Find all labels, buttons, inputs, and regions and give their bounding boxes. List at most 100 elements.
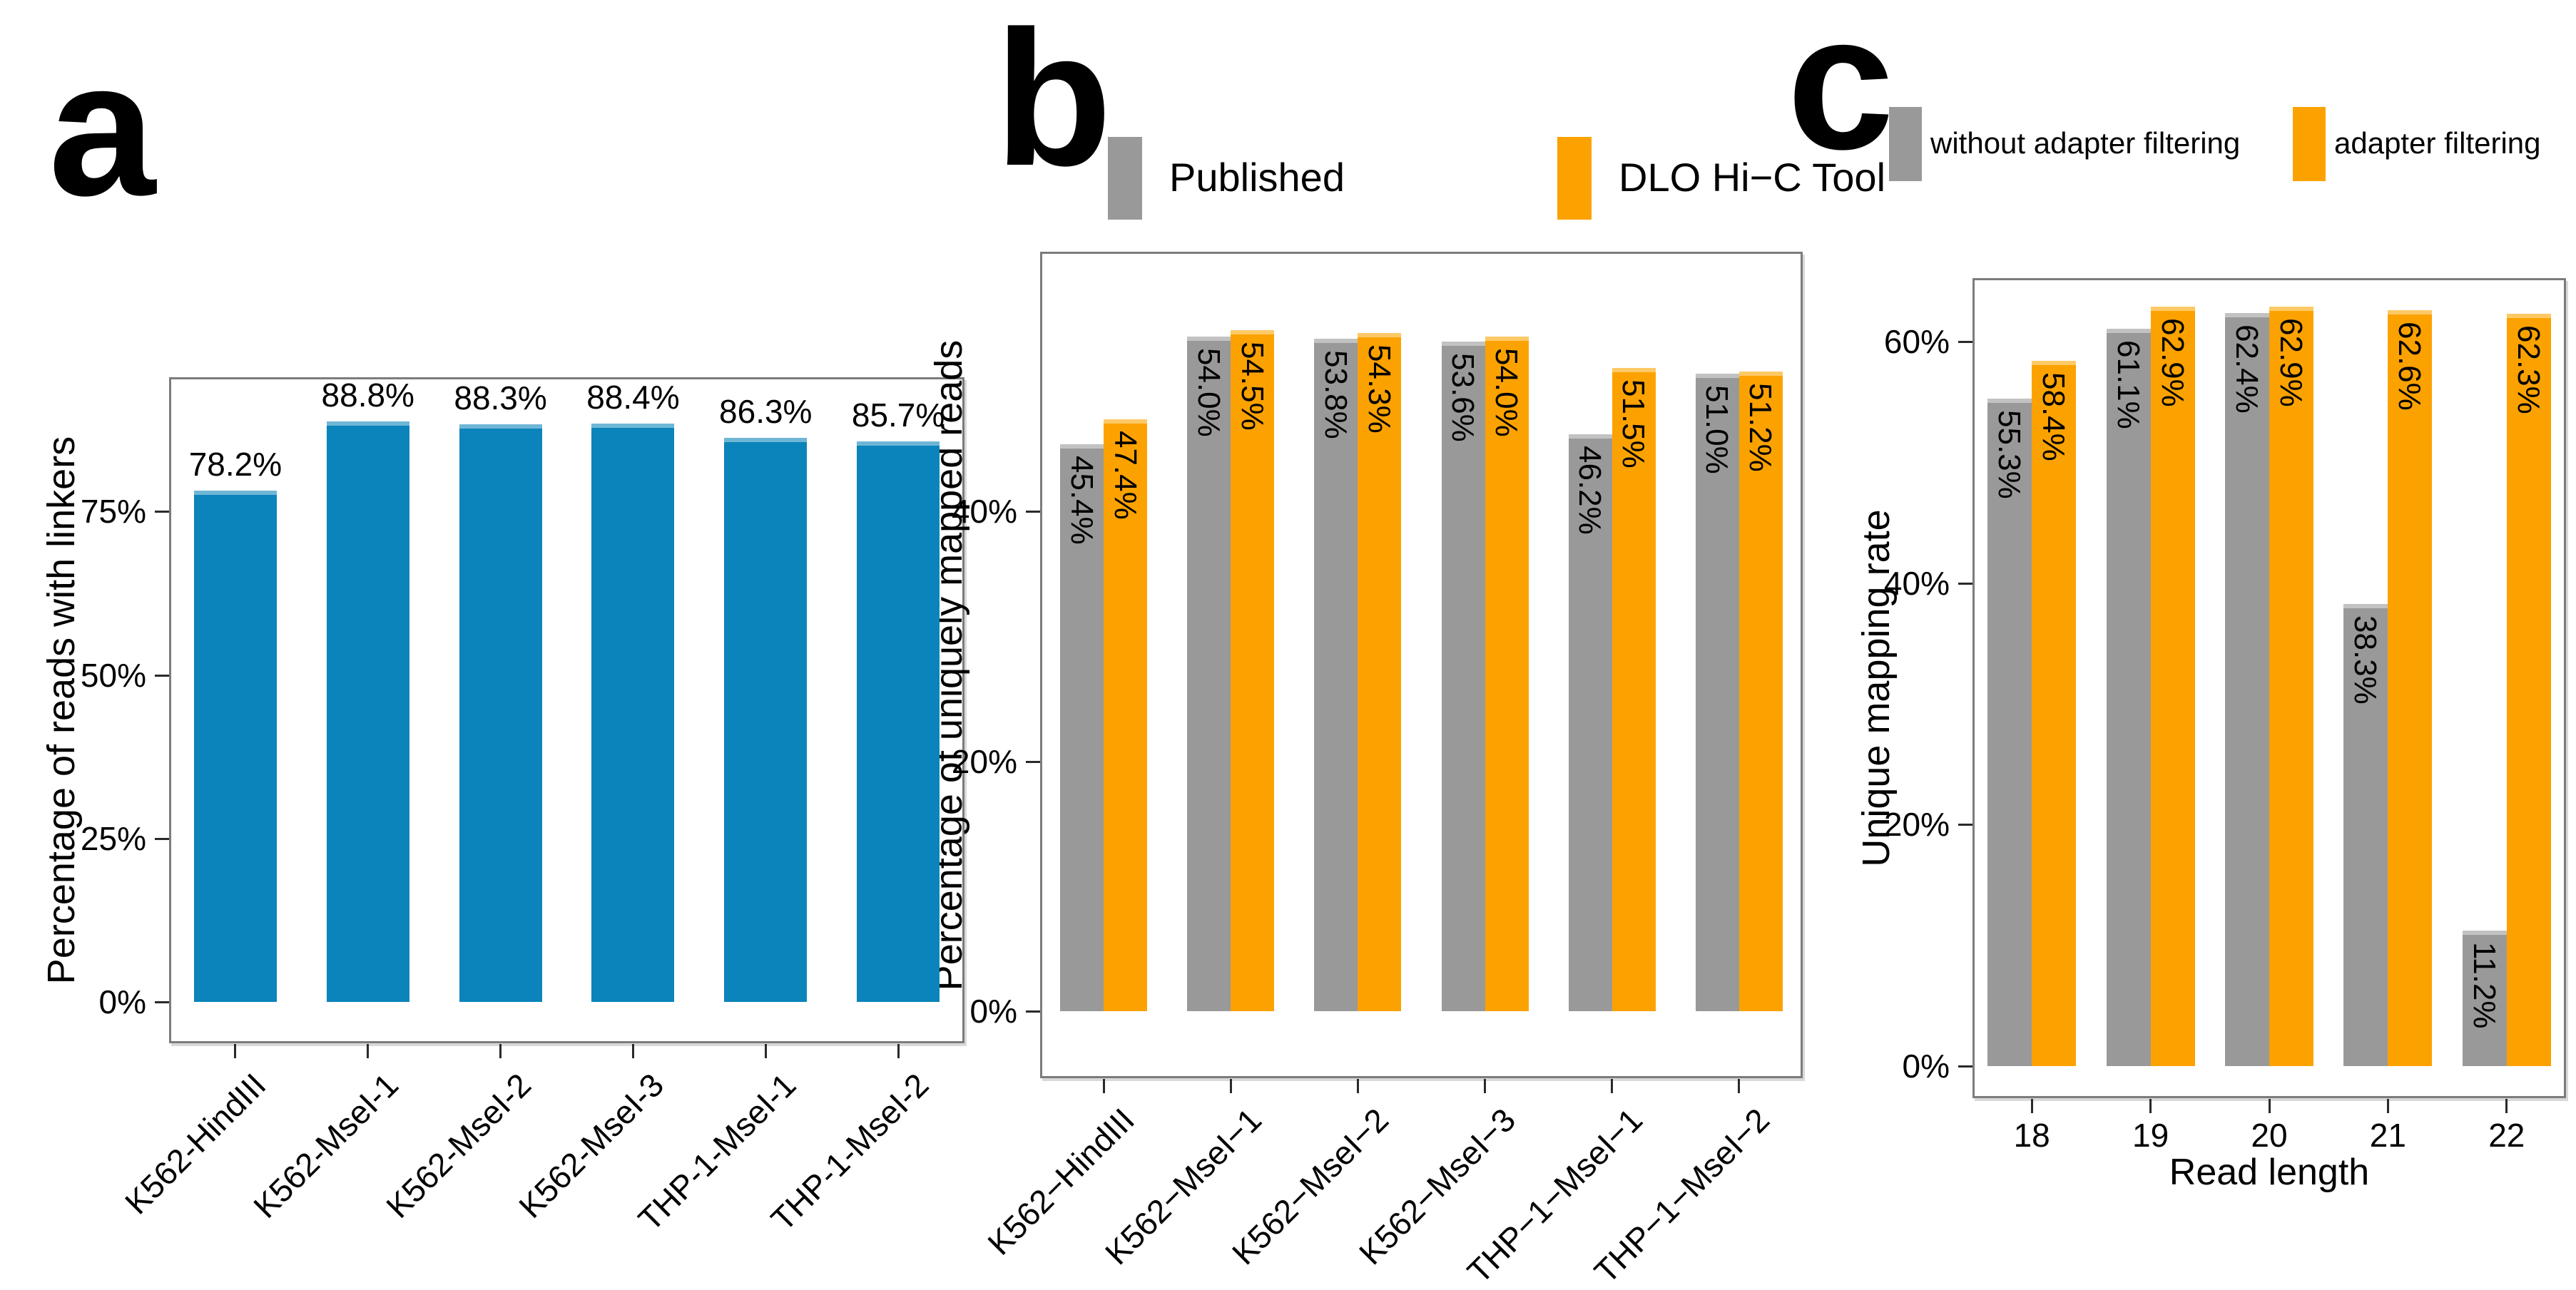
panel-b-value-label-THP−1−MseI−1-DLO Hi−C Tool: 51.5% (1616, 379, 1651, 469)
panel-c-x-tick-label-22: 22 (2488, 1117, 2525, 1154)
figure: a Percentage of reads with linkers b Per… (40, 0, 2566, 1290)
panel-c-value-label-22-without adapter filtering: 11.2% (2466, 942, 2502, 1029)
panel-c-x-tick-20 (2268, 1099, 2271, 1113)
panel-b-value-label-K562−MseI−3-DLO Hi−C Tool: 54.0% (1489, 347, 1524, 437)
panel-c-x-tick-label-21: 21 (2369, 1117, 2406, 1154)
panel-c-bar-22-adapter filtering (2506, 314, 2551, 1066)
panel-c-y-tick-40% (1958, 582, 1972, 585)
panel-a-plot-area (169, 377, 964, 1043)
panel-c-y-axis-title: Unique mapping rate (1855, 509, 1898, 867)
panel-b-y-tick-label-40%: 40% (951, 493, 1017, 531)
panel-b-x-tick-K562−MseI−3 (1484, 1079, 1487, 1093)
panel-b-value-label-THP−1−MseI−2-Published: 51.0% (1699, 385, 1735, 475)
panel-b-y-tick-label-20%: 20% (951, 742, 1017, 780)
panel-b-value-label-K562−MseI−1-DLO Hi−C Tool: 54.5% (1234, 342, 1270, 431)
panel-c-value-label-18-without adapter filtering: 55.3% (1992, 409, 2027, 499)
panel-a-y-tick-75% (155, 511, 169, 513)
panel-a-y-tick-label-50%: 50% (80, 656, 146, 694)
panel-b-legend-label-DLO Hi−C Tool: DLO Hi−C Tool (1619, 155, 1886, 200)
panel-c-legend-swatch-without adapter filtering (1889, 107, 1922, 181)
panel-b-x-tick-K562−HindIII (1102, 1079, 1105, 1093)
panel-c-y-tick-label-60%: 60% (1883, 323, 1950, 361)
panel-a-bar-THP-1-MseI-2 (857, 441, 940, 1002)
panel-a-y-tick-50% (155, 674, 169, 677)
panel-c-bar-18-without adapter filtering (1987, 398, 2032, 1066)
panel-a-value-label-THP-1-MseI-2: 85.7% (851, 396, 945, 434)
panel-c-value-label-19-without adapter filtering: 61.1% (2110, 339, 2146, 429)
panel-a-bar-K562-MseI-1 (326, 421, 409, 1002)
panel-c-value-label-22-adapter filtering: 62.3% (2510, 325, 2546, 415)
panel-c-bar-21-without adapter filtering (2343, 603, 2388, 1066)
panel-a-bar-THP-1-MseI-1 (724, 437, 808, 1002)
panel-b-legend-swatch-Published (1108, 137, 1142, 220)
panel-c-value-label-20-without adapter filtering: 62.4% (2229, 324, 2264, 414)
panel-a-y-tick-label-0%: 0% (98, 983, 146, 1020)
panel-c-value-label-21-without adapter filtering: 38.3% (2348, 615, 2383, 705)
panel-b-value-label-K562−MseI−3-Published: 53.6% (1445, 352, 1481, 442)
panel-b-bar-K562−MseI−2-Published (1314, 339, 1358, 1011)
panel-a-bar-K562-MseI-2 (459, 424, 542, 1002)
panel-b-bar-THP−1−MseI−2-Published (1695, 374, 1739, 1011)
panel-c-x-tick-label-20: 20 (2251, 1117, 2288, 1154)
panel-c-bar-20-adapter filtering (2269, 307, 2313, 1066)
panel-b-value-label-K562−HindIII-Published: 45.4% (1064, 455, 1099, 545)
panel-a-value-label-THP-1-MseI-1: 86.3% (719, 392, 813, 430)
panel-c-y-tick-label-40%: 40% (1883, 564, 1950, 602)
panel-a-x-tick-K562-MseI-2 (499, 1044, 502, 1058)
panel-a-y-tick-label-25%: 25% (80, 819, 146, 857)
panel-b-bar-K562−HindIII-DLO Hi−C Tool (1104, 419, 1148, 1011)
panel-b-bar-K562−MseI−3-DLO Hi−C Tool (1485, 336, 1529, 1011)
panel-a-x-tick-K562-HindIII (234, 1044, 237, 1058)
panel-a-x-tick-K562-MseI-3 (631, 1044, 634, 1058)
panel-b-bar-K562−MseI−2-DLO Hi−C Tool (1358, 332, 1402, 1011)
panel-c-y-tick-20% (1958, 824, 1972, 826)
panel-b-x-tick-K562−MseI−2 (1356, 1079, 1359, 1093)
panel-b-bar-THP−1−MseI−1-DLO Hi−C Tool (1612, 367, 1656, 1011)
panel-c-value-label-20-adapter filtering: 62.9% (2274, 318, 2308, 407)
panel-c-x-tick-22 (2505, 1099, 2508, 1113)
panel-b-bar-THP−1−MseI−2-DLO Hi−C Tool (1738, 371, 1783, 1011)
panel-c-y-tick-label-0%: 0% (1902, 1048, 1950, 1085)
panel-b-value-label-THP−1−MseI−1-Published: 46.2% (1572, 445, 1608, 535)
panel-c-y-tick-label-20%: 20% (1883, 806, 1950, 844)
panel-b-letter: b (994, 0, 1112, 206)
panel-a-x-tick-THP-1-MseI-2 (897, 1044, 900, 1058)
panel-a-letter: a (49, 21, 156, 236)
panel-a-y-tick-0% (155, 1001, 169, 1003)
panel-a-y-tick-label-75%: 75% (80, 493, 146, 531)
panel-b-y-tick-20% (1026, 760, 1040, 763)
panel-c-bar-20-without adapter filtering (2225, 312, 2269, 1066)
panel-a-x-tick-THP-1-MseI-1 (764, 1044, 767, 1058)
panel-a-value-label-K562-HindIII: 78.2% (188, 445, 282, 483)
panel-c-y-tick-0% (1958, 1065, 1972, 1068)
panel-c-legend-label-adapter filtering: adapter filtering (2334, 126, 2541, 160)
panel-a-bar-K562-MseI-3 (591, 424, 675, 1002)
panel-b-y-tick-label-0%: 0% (969, 993, 1017, 1030)
panel-c-value-label-21-adapter filtering: 62.6% (2392, 322, 2428, 411)
panel-c-x-tick-19 (2149, 1099, 2152, 1113)
panel-c-x-tick-label-18: 18 (2013, 1117, 2050, 1154)
panel-c-value-label-18-adapter filtering: 58.4% (2036, 372, 2072, 462)
panel-b-bar-THP−1−MseI−1-Published (1568, 434, 1612, 1011)
panel-b-y-tick-40% (1026, 511, 1040, 513)
panel-b-x-tick-THP−1−MseI−1 (1611, 1079, 1614, 1093)
panel-b-x-tick-K562−MseI−1 (1229, 1079, 1232, 1093)
panel-c-x-tick-18 (2030, 1099, 2033, 1113)
panel-c-bar-22-without adapter filtering (2462, 931, 2507, 1066)
panel-c-x-tick-label-19: 19 (2132, 1117, 2169, 1154)
panel-a-value-label-K562-MseI-3: 88.4% (586, 379, 680, 416)
panel-a-value-label-K562-MseI-1: 88.8% (321, 376, 414, 414)
panel-c-y-tick-60% (1958, 341, 1972, 344)
panel-a-y-tick-25% (155, 837, 169, 840)
panel-b-bar-K562−MseI−1-Published (1187, 336, 1231, 1011)
panel-c-bar-18-adapter filtering (2032, 361, 2077, 1066)
panel-c-bar-19-adapter filtering (2150, 307, 2195, 1066)
panel-c-x-axis-title: Read length (2169, 1152, 2370, 1193)
panel-c-value-label-19-adapter filtering: 62.9% (2154, 318, 2190, 407)
panel-c-legend-label-without adapter filtering: without adapter filtering (1930, 126, 2241, 160)
panel-b-value-label-THP−1−MseI−2-DLO Hi−C Tool: 51.2% (1743, 382, 1778, 472)
panel-b-x-tick-THP−1−MseI−2 (1738, 1079, 1741, 1093)
panel-b-y-tick-0% (1026, 1010, 1040, 1013)
panel-c-legend-swatch-adapter filtering (2293, 107, 2326, 181)
panel-b-bar-K562−MseI−1-DLO Hi−C Tool (1231, 330, 1275, 1011)
